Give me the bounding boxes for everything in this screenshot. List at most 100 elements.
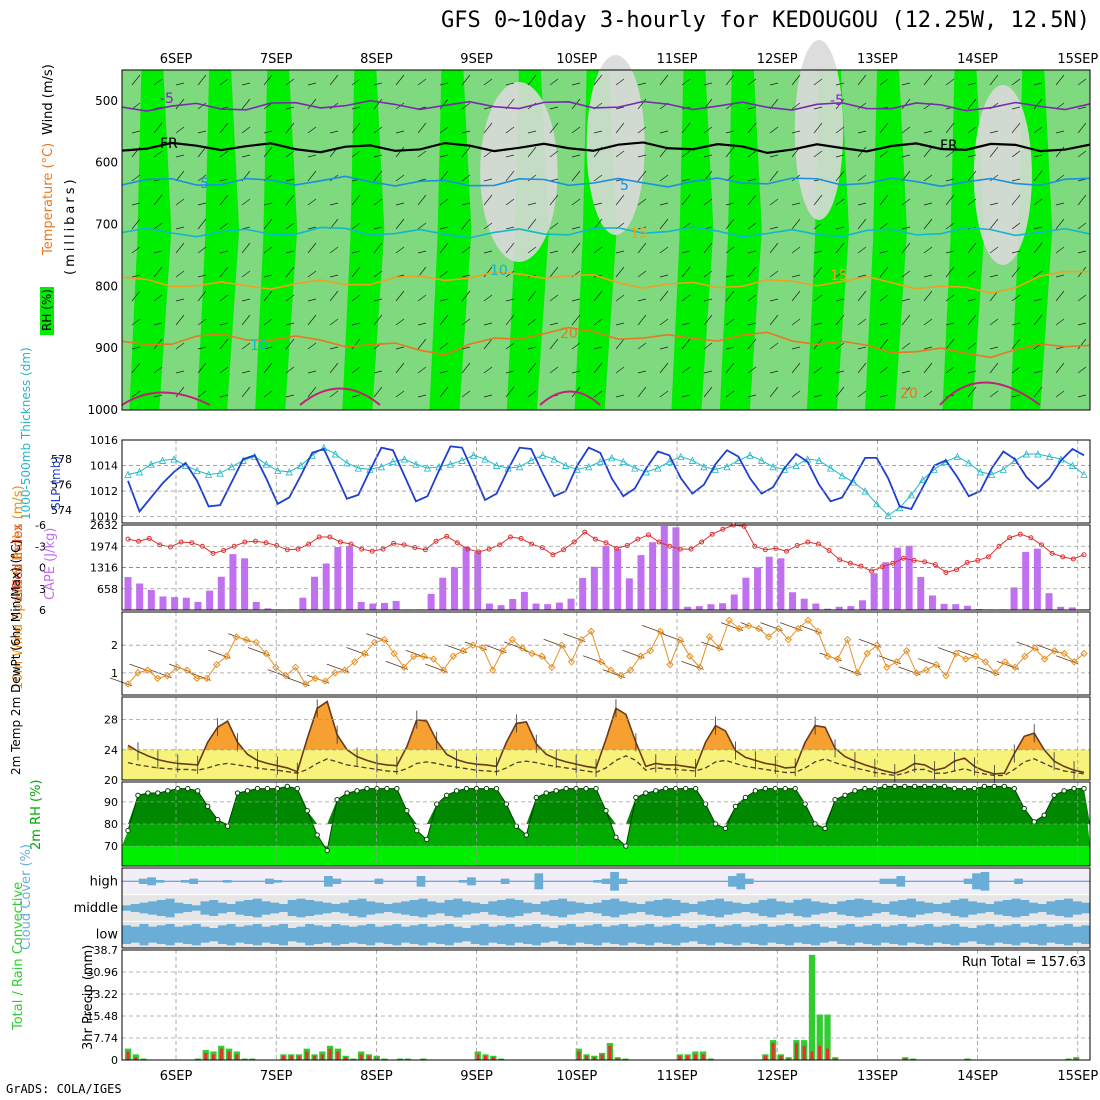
wind-barb: [769, 342, 779, 350]
cloud-high-cell: [786, 880, 796, 882]
cloud-high-cell: [896, 876, 906, 887]
wind-barb: [483, 266, 493, 278]
wind-barb: [1011, 394, 1021, 398]
wind-barb: [593, 218, 603, 230]
wind-speed-point: [686, 652, 694, 660]
wind-barb: [615, 194, 625, 206]
cloud-middle-cell: [793, 900, 803, 916]
wind-speed-point: [1001, 658, 1009, 666]
wind-barb: [945, 338, 955, 350]
wind-barb: [395, 146, 405, 158]
precip-convective-bar: [678, 1055, 682, 1060]
wind-barb: [461, 246, 471, 254]
wind-barb: [725, 130, 735, 134]
precip-convective-bar: [592, 1057, 596, 1060]
contour-label: -5: [160, 91, 174, 107]
li-point: [762, 547, 768, 553]
isotherm-line: [121, 226, 1091, 239]
wind-barb: [593, 390, 603, 398]
cloud-low-cell: [749, 925, 759, 944]
precip-convective-bar: [779, 1055, 783, 1060]
cloud-high-cell: [366, 880, 375, 882]
cloud-high-cell: [298, 880, 308, 882]
cloud-low-cell: [1028, 925, 1038, 944]
wind-barb: [329, 246, 339, 254]
rh-point: [921, 783, 928, 790]
precip-convective-bar: [289, 1055, 293, 1060]
rh-point: [633, 794, 639, 801]
wind-barb: [175, 126, 185, 134]
rh-point: [991, 783, 998, 790]
rh-point: [732, 803, 739, 810]
li-point: [125, 536, 131, 542]
cloud-low-cell: [880, 926, 890, 943]
cloud-middle-cell: [828, 904, 838, 912]
thickness-point: [688, 456, 697, 464]
wind-barb: [527, 290, 537, 302]
cloud-panel: high middle low Cloud Cover (%): [19, 844, 1091, 950]
wind-barb: [769, 154, 779, 158]
wind-barb: [505, 126, 515, 134]
wind-barb: [879, 366, 889, 374]
li-point: [1028, 535, 1034, 541]
wind-barb: [461, 130, 471, 134]
wind-barb: [615, 78, 625, 86]
cloud-middle-cell: [252, 898, 262, 918]
cape-axis-label: CAPE (J/kg): [43, 528, 58, 600]
thickness-point: [723, 462, 731, 471]
thickness-point: [216, 469, 224, 477]
wind-barb: [769, 370, 779, 374]
pressure-tick-label: 700: [95, 218, 118, 232]
wind-barb: [945, 366, 955, 374]
rh-point: [802, 801, 808, 807]
wind-barb: [241, 342, 251, 350]
wind-barb: [901, 98, 911, 110]
precip-convective-bar: [126, 1051, 130, 1060]
cloud-middle-cell: [191, 905, 201, 911]
thickness-tick-label: 576: [51, 479, 72, 492]
thickness-point: [170, 455, 178, 463]
cloud-high-cell: [340, 880, 350, 882]
wind-barb: [131, 102, 141, 110]
thickness-point: [354, 464, 363, 472]
cape-bar: [917, 577, 925, 610]
wind-barb: [483, 78, 493, 86]
surface-wind-barb: [188, 672, 211, 681]
cloud-middle-cell: [331, 904, 341, 912]
rh-point: [284, 783, 291, 790]
wind-barb: [395, 246, 405, 254]
li-point: [794, 543, 800, 549]
cloud-low-cell: [226, 924, 236, 946]
cloud-high-cell: [542, 880, 552, 882]
wind-barb: [197, 246, 207, 254]
cape-bar: [241, 558, 249, 610]
wind-barb: [153, 322, 163, 326]
wind-speed-point: [548, 663, 556, 672]
li-point: [306, 541, 312, 547]
wind-barb: [549, 294, 559, 302]
wind-speed-point: [715, 644, 724, 652]
wind-barb: [175, 82, 185, 86]
li-point: [645, 532, 651, 538]
wind-barb: [989, 246, 999, 254]
wind-speed-point: [942, 671, 950, 680]
li-point: [943, 569, 949, 575]
cloud-high-cell: [164, 880, 173, 882]
wind-barb: [197, 202, 207, 206]
rh-point: [364, 785, 370, 792]
wind-barb: [417, 250, 427, 254]
wind-speed-point: [498, 647, 507, 655]
wind-speed-point: [764, 633, 773, 641]
wind-speed-point: [804, 616, 812, 625]
cloud-middle-cell: [200, 901, 210, 915]
cloud-middle-cell: [1081, 902, 1091, 914]
wind-barb: [527, 174, 537, 182]
wind-speed-point: [479, 644, 487, 652]
precip-convective-bar: [686, 1055, 690, 1060]
wind-barb: [1033, 314, 1043, 326]
wind-barb: [835, 170, 845, 182]
date-label-bottom: 6SEP: [160, 1069, 193, 1084]
wind-barb: [153, 250, 163, 254]
wind-barb: [351, 222, 361, 230]
